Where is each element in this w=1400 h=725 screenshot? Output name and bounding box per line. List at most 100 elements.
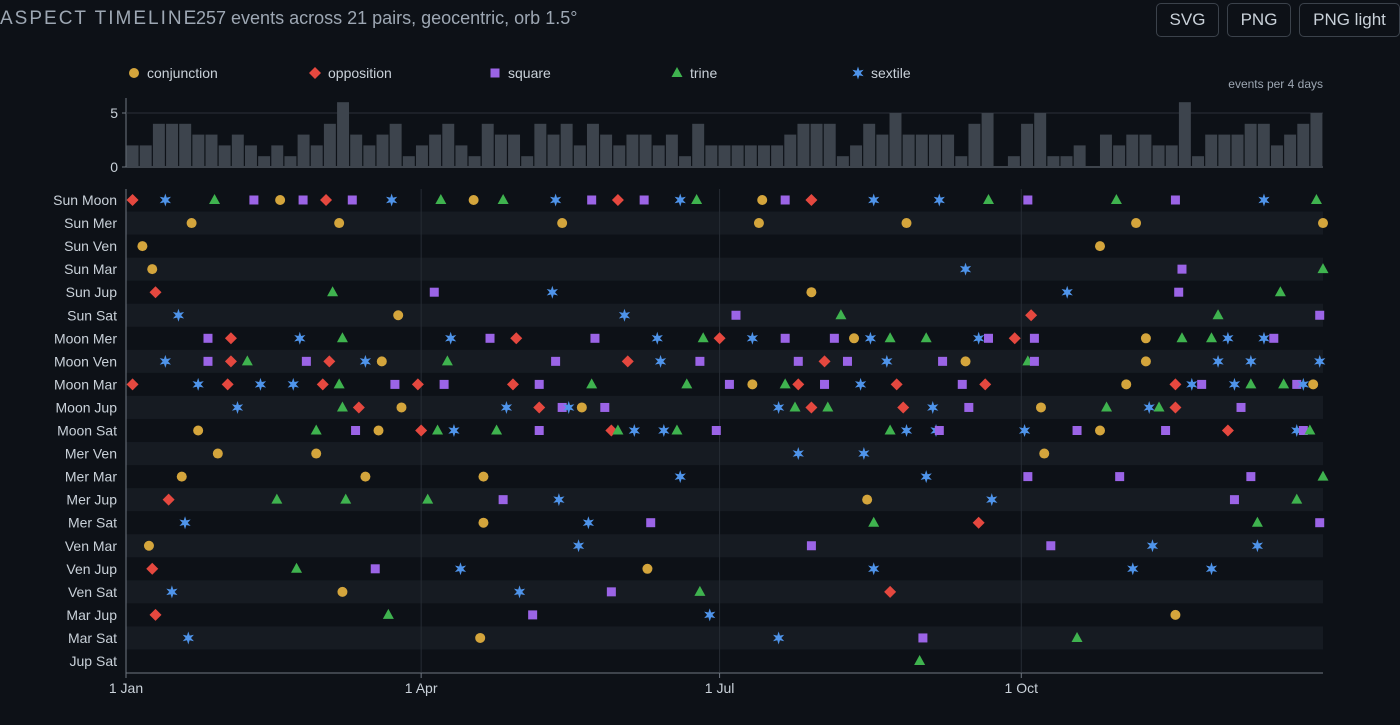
square-marker	[731, 310, 741, 320]
sextile-marker	[858, 447, 870, 461]
sextile-marker	[231, 400, 244, 414]
trine-marker	[1071, 631, 1083, 642]
legend-label-opposition: opposition	[328, 65, 392, 81]
square-marker	[528, 610, 538, 620]
histogram-bar	[494, 134, 507, 167]
histogram-bar	[942, 134, 955, 167]
row-label: Moon Sat	[57, 423, 117, 439]
square-marker	[557, 402, 567, 412]
sextile-marker	[166, 585, 178, 599]
conjunction-marker	[396, 402, 407, 413]
histogram-bar	[797, 123, 810, 167]
square-marker	[439, 379, 449, 389]
trine-marker	[1101, 401, 1113, 412]
export-svg-button[interactable]: SVG	[1156, 3, 1219, 37]
sextile-marker	[854, 377, 867, 391]
trine-marker	[310, 424, 322, 435]
square-marker	[429, 287, 439, 297]
legend-marker-opposition	[309, 67, 321, 79]
histogram-bar	[613, 145, 626, 167]
conjunction-marker	[311, 448, 322, 459]
row-label: Sun Moon	[53, 192, 117, 208]
square-marker	[1029, 333, 1039, 343]
histogram-bar	[415, 145, 428, 167]
histogram-bar	[586, 123, 599, 167]
opposition-marker	[1169, 378, 1182, 391]
histogram-bar	[573, 145, 586, 167]
histogram: 05	[110, 98, 1323, 175]
histogram-bar	[218, 145, 231, 167]
row-bands	[126, 211, 1323, 650]
opposition-marker	[506, 378, 519, 391]
square-marker	[780, 333, 790, 343]
conjunction-marker	[1039, 448, 1050, 459]
sextile-marker	[1258, 193, 1270, 207]
opposition-marker	[1008, 332, 1021, 345]
histogram-bar	[915, 134, 928, 167]
histogram-bar	[1270, 145, 1283, 167]
conjunction-marker	[468, 195, 479, 205]
histogram-bar	[1021, 123, 1034, 167]
conjunction-marker	[337, 586, 348, 597]
histogram-bar	[350, 134, 363, 167]
opposition-marker	[533, 401, 546, 414]
trine-marker	[336, 401, 348, 412]
x-tick-label: 1 Oct	[1005, 680, 1039, 696]
opposition-marker	[149, 286, 162, 299]
conjunction-marker	[373, 425, 384, 436]
conjunction-marker	[960, 356, 971, 367]
square-marker	[534, 379, 544, 389]
conjunction-marker	[1094, 425, 1105, 436]
square-marker	[1023, 472, 1033, 482]
square-marker	[606, 587, 616, 597]
histogram-bar	[1231, 134, 1244, 167]
trine-marker	[1176, 332, 1188, 343]
sextile-marker	[1186, 377, 1198, 391]
histogram-bar	[1218, 134, 1231, 167]
sextile-marker	[159, 193, 171, 207]
trine-marker	[382, 608, 394, 619]
conjunction-marker	[393, 310, 404, 321]
sextile-marker	[1127, 562, 1139, 576]
row-label: Mer Ven	[65, 446, 117, 462]
square-marker	[793, 356, 803, 366]
histogram-bar	[1060, 156, 1073, 167]
row-label: Mer Mar	[65, 469, 117, 485]
export-png-light-button[interactable]: PNG light	[1299, 3, 1400, 37]
square-marker	[1246, 472, 1256, 482]
sextile-marker	[1212, 354, 1224, 368]
trine-marker	[884, 424, 896, 435]
histogram-bar	[1165, 145, 1178, 167]
export-png-button[interactable]: PNG	[1227, 3, 1291, 37]
histogram-bar	[337, 102, 350, 167]
sextile-marker	[1314, 354, 1326, 368]
histogram-bar	[126, 145, 139, 167]
square-marker	[639, 195, 649, 205]
sextile-marker	[159, 354, 171, 368]
sextile-marker	[287, 377, 299, 391]
row-label: Jup Sat	[70, 653, 118, 669]
histogram-bar	[863, 123, 876, 167]
histogram-bar	[692, 123, 705, 167]
opposition-marker	[352, 401, 365, 414]
sextile-marker	[1205, 562, 1218, 576]
opposition-marker	[805, 401, 818, 414]
conjunction-marker	[747, 379, 758, 390]
sextile-marker	[549, 193, 562, 207]
row-label: Ven Jup	[66, 561, 117, 577]
histogram-bar	[757, 145, 770, 167]
histogram-bar	[810, 123, 823, 167]
histogram-bar	[1073, 145, 1086, 167]
sextile-marker	[179, 516, 191, 530]
conjunction-marker	[757, 195, 768, 205]
opposition-marker	[411, 378, 424, 391]
square-marker	[600, 402, 610, 412]
histogram-bar	[1310, 113, 1323, 167]
opposition-marker	[611, 194, 624, 206]
row-band	[126, 442, 1323, 466]
histogram-bar	[1126, 134, 1139, 167]
histogram-bar	[1192, 156, 1205, 167]
sextile-marker	[513, 585, 526, 599]
legend-marker-conjunction	[129, 68, 139, 78]
row-label: Moon Jup	[56, 399, 118, 415]
